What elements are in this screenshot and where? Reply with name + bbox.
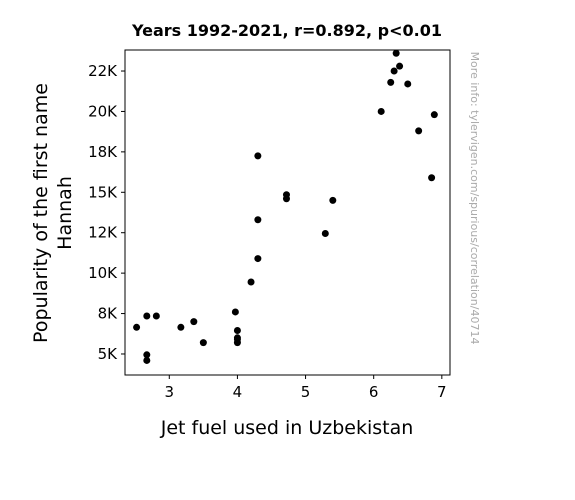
x-tick-label: 6 xyxy=(369,383,379,401)
y-tick-label: 18K xyxy=(88,143,118,161)
data-point xyxy=(392,49,400,57)
watermark-text: More info: tylervigen.com/spurious/corre… xyxy=(468,52,481,345)
data-point xyxy=(321,230,329,238)
data-point xyxy=(190,318,198,326)
data-point xyxy=(430,111,438,119)
y-tick-label: 15K xyxy=(88,183,118,201)
data-point xyxy=(231,308,239,316)
data-point xyxy=(143,356,151,364)
y-tick-label: 22K xyxy=(88,62,118,80)
y-tick-label: 10K xyxy=(88,264,118,282)
y-axis-label-line-2: Hannah xyxy=(54,176,76,250)
y-tick-label: 5K xyxy=(98,345,119,363)
x-axis-label: Jet fuel used in Uzbekistan xyxy=(160,417,414,439)
data-point xyxy=(329,196,337,204)
data-point xyxy=(390,67,398,75)
y-axis-label: Popularity of the first name Hannah xyxy=(30,83,76,343)
data-point xyxy=(233,339,241,347)
x-tick-label: 7 xyxy=(437,383,447,401)
data-point xyxy=(428,174,436,182)
data-point xyxy=(404,80,412,88)
y-axis-label-line-1: Popularity of the first name xyxy=(30,83,52,343)
x-axis-ticks: 3 4 5 6 7 xyxy=(165,375,447,401)
x-tick-label: 4 xyxy=(233,383,243,401)
x-tick-label: 5 xyxy=(301,383,311,401)
data-point xyxy=(199,339,207,347)
data-point xyxy=(396,62,404,70)
x-tick-label: 3 xyxy=(165,383,175,401)
chart-title: Years 1992-2021, r=0.892, p<0.01 xyxy=(131,21,442,40)
data-point xyxy=(415,127,423,135)
data-point xyxy=(387,78,395,86)
data-point xyxy=(247,278,255,286)
y-tick-label: 8K xyxy=(98,305,119,323)
data-points xyxy=(133,49,438,364)
data-point xyxy=(254,152,262,160)
data-point xyxy=(254,255,262,263)
data-point xyxy=(133,323,141,331)
y-axis-ticks: 5K 8K 10K 12K 15K 18K 20K 22K xyxy=(88,62,125,363)
data-point xyxy=(282,195,290,203)
data-point xyxy=(377,107,385,115)
y-tick-label: 20K xyxy=(88,102,118,120)
data-point xyxy=(143,351,151,359)
plot-area-frame xyxy=(124,49,451,376)
data-point xyxy=(254,216,262,224)
data-point xyxy=(152,312,160,320)
data-point xyxy=(143,312,151,320)
y-tick-label: 12K xyxy=(88,224,118,242)
data-point xyxy=(177,323,185,331)
data-point xyxy=(233,327,241,335)
